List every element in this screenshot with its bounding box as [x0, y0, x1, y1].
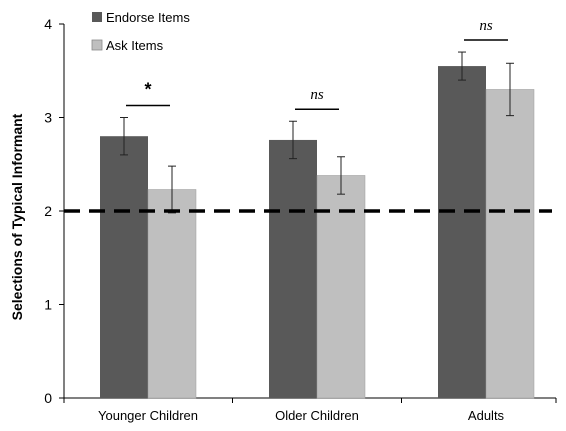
y-tick-label: 2 [44, 203, 52, 219]
x-category-label: Older Children [275, 408, 359, 423]
legend-swatch-ask [91, 39, 103, 51]
labels: Selections of Typical Informant Younger C… [9, 113, 505, 423]
legend-label-ask: Ask Items [106, 38, 164, 53]
y-tick-label: 0 [44, 390, 52, 406]
bar-endorse-1 [269, 139, 317, 398]
bar-ask-1 [316, 175, 366, 399]
significance-star: * [144, 80, 151, 100]
error-bars [120, 51, 514, 214]
y-axis-title: Selections of Typical Informant [9, 113, 25, 320]
legend-swatch-endorse [92, 12, 102, 22]
bar-endorse-0 [100, 136, 148, 398]
x-category-label: Adults [468, 408, 505, 423]
bars [100, 66, 535, 399]
x-category-label: Younger Children [98, 408, 198, 423]
significance-ns: ns [310, 87, 324, 103]
significance-ns: ns [479, 18, 493, 34]
legend-label-endorse: Endorse Items [106, 10, 190, 25]
y-tick-label: 1 [44, 297, 52, 313]
bar-endorse-2 [438, 66, 486, 398]
legend: Endorse Items Ask Items [91, 10, 190, 53]
bar-ask-0 [147, 189, 197, 399]
bar-ask-2 [485, 89, 535, 399]
significance-annotations: * ns ns [126, 18, 508, 110]
y-tick-label: 3 [44, 110, 52, 126]
y-tick-label: 4 [44, 16, 52, 32]
